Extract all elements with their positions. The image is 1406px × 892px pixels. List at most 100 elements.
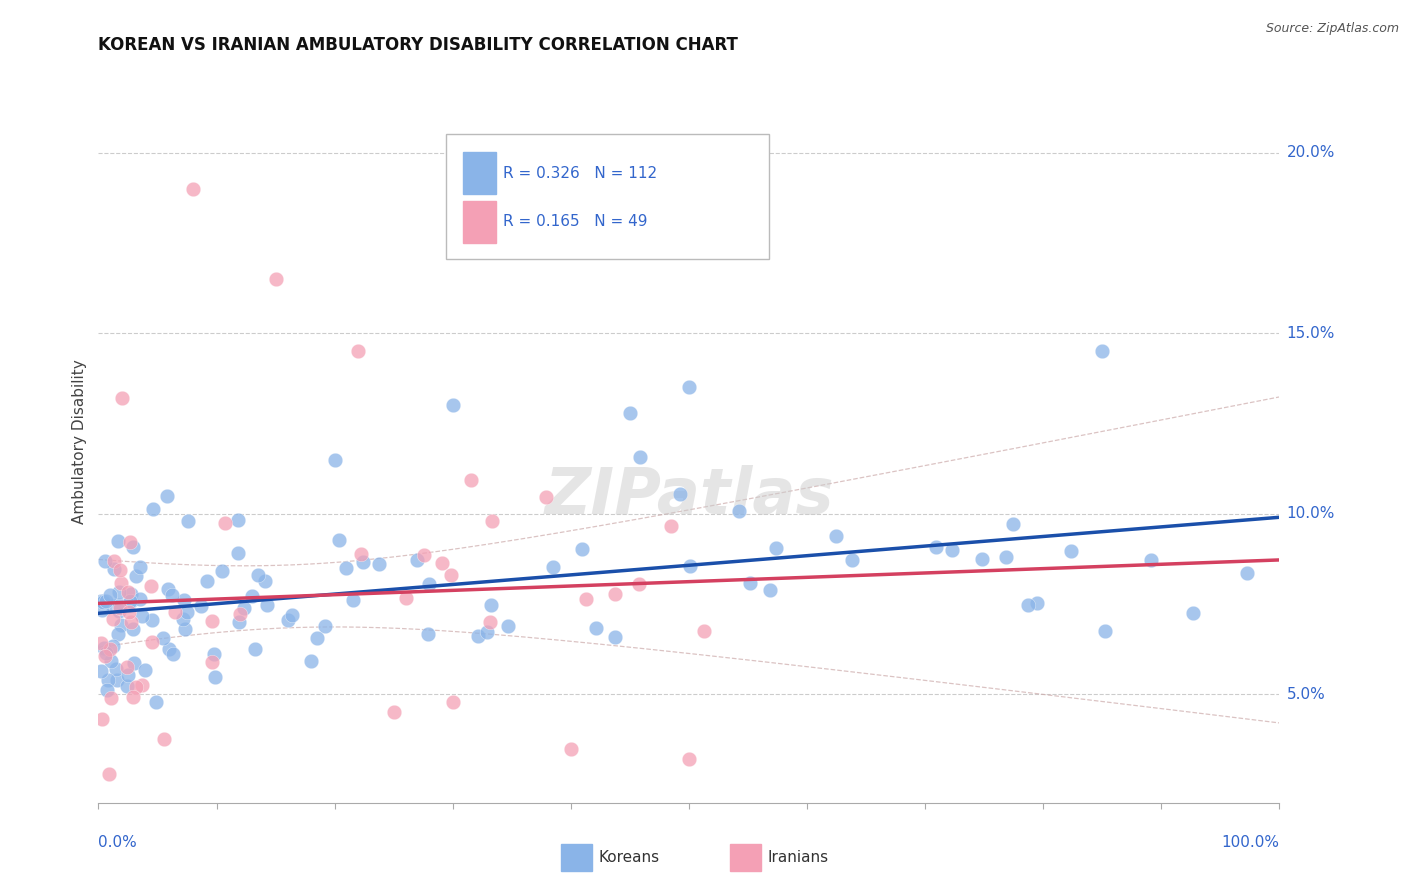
- Point: [605, 587, 627, 601]
- Point: [1091, 344, 1114, 359]
- Point: [204, 670, 226, 684]
- Point: [90, 594, 112, 608]
- Point: [243, 642, 266, 657]
- Point: [247, 568, 270, 582]
- Point: [972, 552, 994, 566]
- Point: [543, 560, 565, 574]
- Point: [627, 576, 650, 591]
- Point: [153, 731, 176, 746]
- Point: [162, 647, 184, 661]
- Point: [825, 529, 848, 543]
- Point: [111, 391, 134, 405]
- Point: [94, 554, 117, 568]
- Point: [90, 603, 112, 617]
- Point: [941, 542, 963, 557]
- Point: [156, 488, 179, 502]
- Point: [165, 605, 187, 619]
- Point: [96, 682, 118, 697]
- Point: [120, 594, 142, 608]
- Point: [281, 607, 304, 622]
- Point: [93, 640, 115, 655]
- Point: [1094, 624, 1116, 638]
- Point: [693, 624, 716, 638]
- Point: [575, 592, 598, 607]
- Point: [441, 398, 464, 412]
- Point: [103, 611, 125, 625]
- Point: [232, 601, 254, 615]
- Point: [201, 614, 224, 628]
- Point: [211, 564, 233, 578]
- Point: [94, 646, 117, 660]
- Point: [728, 504, 751, 518]
- Point: [1059, 544, 1081, 558]
- Text: 10.0%: 10.0%: [1286, 507, 1334, 521]
- Point: [467, 629, 489, 643]
- Point: [157, 641, 180, 656]
- Point: [120, 615, 142, 629]
- Point: [131, 678, 153, 692]
- Point: [172, 612, 194, 626]
- Text: 15.0%: 15.0%: [1286, 326, 1334, 341]
- Point: [368, 557, 391, 571]
- Point: [98, 642, 121, 657]
- Point: [108, 584, 131, 599]
- Point: [347, 344, 370, 359]
- Point: [661, 519, 683, 533]
- Point: [100, 691, 122, 706]
- Point: [738, 575, 761, 590]
- Point: [98, 767, 121, 781]
- Point: [395, 591, 418, 606]
- Point: [115, 679, 138, 693]
- Point: [101, 599, 124, 613]
- Point: [117, 584, 139, 599]
- Point: [256, 599, 278, 613]
- Point: [121, 622, 143, 636]
- Text: 100.0%: 100.0%: [1222, 836, 1279, 850]
- Point: [342, 593, 364, 607]
- Point: [108, 598, 131, 612]
- Point: [141, 613, 163, 627]
- Point: [1017, 599, 1039, 613]
- Point: [201, 655, 224, 669]
- Point: [121, 540, 143, 554]
- Point: [117, 668, 139, 682]
- Point: [176, 605, 198, 619]
- Point: [1025, 596, 1047, 610]
- Point: [139, 579, 162, 593]
- Point: [124, 569, 146, 583]
- Point: [142, 502, 165, 516]
- Text: Koreans: Koreans: [599, 850, 659, 864]
- Point: [91, 595, 114, 609]
- Point: [156, 582, 179, 596]
- Point: [678, 752, 700, 766]
- Point: [110, 617, 132, 632]
- Point: [90, 712, 112, 726]
- Point: [439, 568, 461, 582]
- Point: [240, 589, 263, 603]
- Point: [162, 588, 184, 602]
- Point: [479, 598, 502, 612]
- Point: [299, 654, 322, 668]
- Point: [1002, 517, 1025, 532]
- Point: [228, 615, 250, 630]
- Point: [100, 654, 122, 668]
- Point: [1181, 606, 1204, 620]
- Point: [94, 594, 117, 608]
- Point: [305, 632, 328, 646]
- Point: [478, 615, 501, 629]
- Point: [1236, 566, 1258, 580]
- Point: [141, 634, 163, 648]
- Point: [103, 554, 125, 568]
- Point: [107, 626, 129, 640]
- Point: [605, 630, 627, 644]
- Point: [418, 626, 440, 640]
- Text: R = 0.165   N = 49: R = 0.165 N = 49: [503, 214, 648, 229]
- Point: [418, 577, 440, 591]
- Point: [195, 574, 218, 589]
- Point: [254, 574, 277, 589]
- Point: [90, 664, 112, 678]
- Text: Iranians: Iranians: [768, 850, 828, 864]
- Point: [91, 593, 114, 607]
- Point: [441, 695, 464, 709]
- Point: [134, 664, 156, 678]
